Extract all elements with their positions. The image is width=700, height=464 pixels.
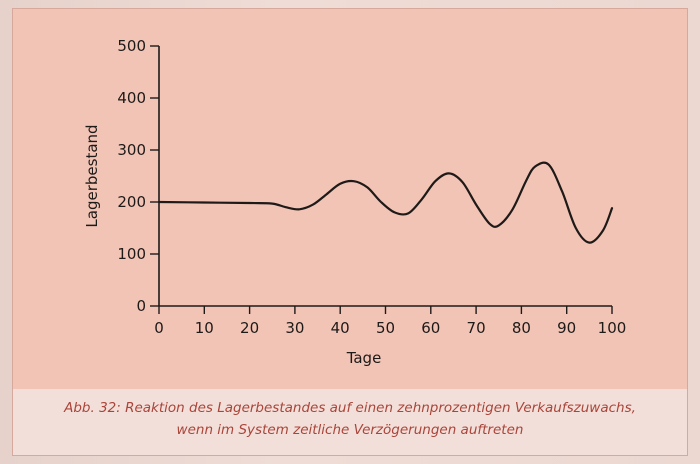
caption-line-1: Abb. 32: Reaktion des Lagerbestandes auf… (64, 400, 636, 416)
y-tick-label-200: 200 (117, 193, 146, 211)
x-axis-label: Tage (346, 349, 382, 367)
x-tick-label-70: 70 (467, 319, 486, 337)
series-line-0 (157, 161, 614, 244)
x-tick-label-60: 60 (421, 319, 440, 337)
chart-marks (157, 161, 614, 244)
chart-axes: 0 100 200 300 400 500 0 10 20 30 40 50 60 70 80 90 100 (117, 37, 626, 337)
x-tick-label-50: 50 (376, 319, 395, 337)
y-tick-label-300: 300 (117, 141, 146, 159)
x-tick-label-30: 30 (285, 319, 304, 337)
y-tick-label-0: 0 (136, 297, 146, 315)
x-tick-label-100: 100 (598, 319, 627, 337)
x-tick-label-10: 10 (195, 319, 214, 337)
x-tick-label-40: 40 (331, 319, 350, 337)
x-tick-label-20: 20 (240, 319, 259, 337)
y-tick-label-500: 500 (117, 37, 146, 55)
caption-band (12, 389, 688, 456)
y-axis-label: Lagerbestand (83, 124, 101, 227)
x-tick-label-0: 0 (154, 319, 164, 337)
figure-caption: Abb. 32: Reaktion des Lagerbestandes auf… (30, 397, 670, 441)
y-tick-label-100: 100 (117, 245, 146, 263)
caption-line-2: wenn im System zeitliche Verzögerungen a… (176, 422, 524, 438)
x-tick-label-90: 90 (557, 319, 576, 337)
figure-box (12, 8, 688, 456)
y-tick-label-400: 400 (117, 89, 146, 107)
x-tick-label-80: 80 (512, 319, 531, 337)
